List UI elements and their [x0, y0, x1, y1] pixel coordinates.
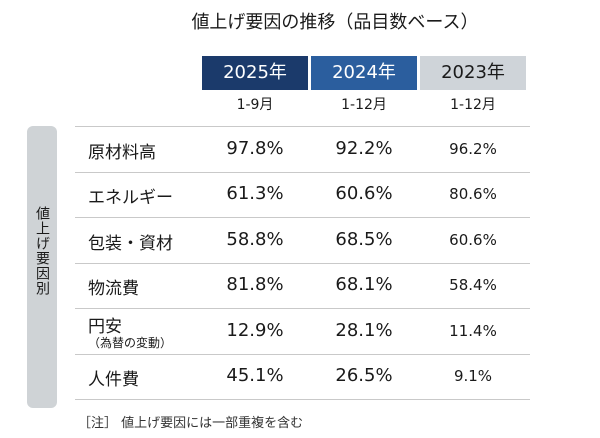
cell-value: 96.2%: [449, 139, 497, 158]
row-label: 円安: [88, 316, 122, 337]
cell-value: 58.4%: [449, 276, 497, 295]
row-label: 物流費: [88, 279, 139, 300]
year-header: 2025年: [202, 56, 308, 90]
cell-value: 80.6%: [449, 185, 497, 204]
cell-value: 26.5%: [335, 365, 393, 387]
row-sublabel: （為替の変動）: [88, 335, 173, 350]
cell-value: 58.8%: [226, 228, 284, 250]
cell-value: 68.5%: [335, 228, 393, 250]
side-panel: [27, 126, 57, 408]
year-header: 2024年: [311, 56, 417, 90]
cell-value: 61.3%: [226, 183, 284, 205]
title: 値上げ要因の推移（品目数ベース）: [191, 12, 479, 33]
cell-value: 60.6%: [449, 230, 497, 249]
footnote: ［注］ 値上げ要因には一部重複を含む: [78, 416, 304, 431]
row-line: [75, 217, 530, 218]
row-line: [75, 171, 530, 173]
cell-value: 11.4%: [449, 321, 497, 340]
row-line: [75, 399, 530, 400]
row-line: [75, 308, 530, 309]
cell-value: 9.1%: [453, 367, 493, 386]
period-header: 1-12月: [450, 97, 496, 113]
row-line: [75, 353, 530, 355]
period-header: 1-9月: [236, 97, 274, 113]
row-label: 原材料高: [88, 142, 156, 163]
side-label: 値上げ要因別: [34, 206, 50, 296]
cell-value: 12.9%: [226, 319, 284, 341]
row-label: 人件費: [88, 370, 139, 391]
row-line: [75, 262, 530, 264]
cell-value: 28.1%: [335, 319, 393, 341]
cell-value: 92.2%: [335, 137, 393, 159]
year-header: 2023年: [420, 56, 526, 90]
row-label: 包装・資材: [88, 233, 173, 254]
cell-value: 81.8%: [226, 274, 284, 296]
cell-value: 68.1%: [335, 274, 393, 296]
cell-value: 45.1%: [226, 365, 284, 387]
row-line: [75, 126, 530, 127]
row-label: エネルギー: [88, 188, 173, 209]
cell-value: 60.6%: [335, 183, 393, 205]
period-header: 1-12月: [341, 97, 387, 113]
cell-value: 97.8%: [226, 137, 284, 159]
